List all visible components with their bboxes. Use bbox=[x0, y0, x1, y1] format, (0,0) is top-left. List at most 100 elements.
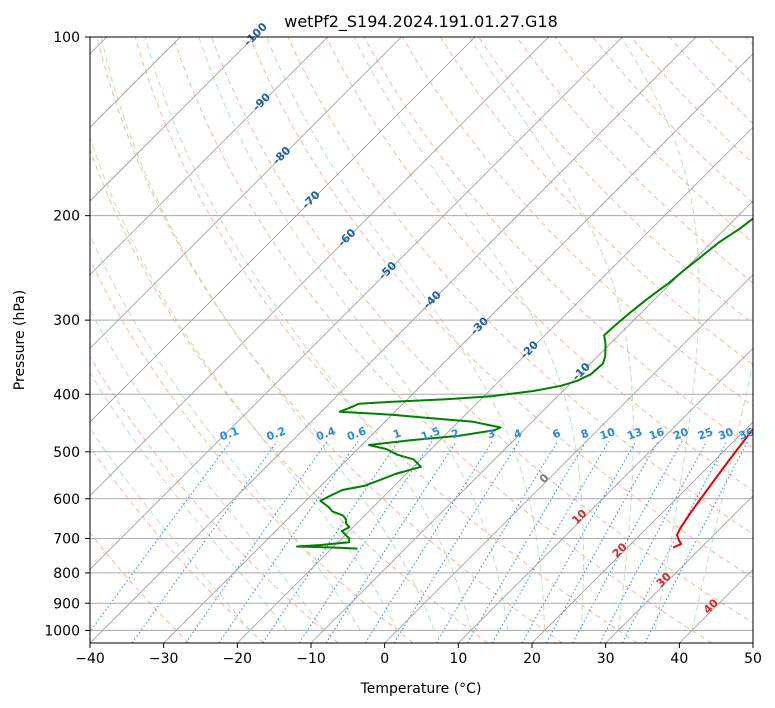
isotherm-line bbox=[90, 37, 623, 570]
mixing-ratio-line bbox=[599, 441, 708, 643]
dry-adiabat-line bbox=[90, 445, 264, 643]
mixing-ratio-label: 13 bbox=[625, 425, 644, 442]
mixing-ratio-line bbox=[325, 441, 457, 643]
y-tick-label: 800 bbox=[53, 566, 80, 582]
dry-adiabat-line bbox=[439, 37, 753, 366]
x-tick-label: 10 bbox=[449, 651, 467, 667]
mixing-ratio-label: 25 bbox=[696, 425, 715, 442]
isotherm-label: -70 bbox=[299, 188, 322, 211]
x-tick-label: 40 bbox=[670, 651, 688, 667]
isotherm-line bbox=[458, 347, 753, 643]
mixing-ratio-line bbox=[491, 441, 610, 643]
dry-adiabat-line bbox=[249, 37, 753, 579]
mixing-ratio-label: 8 bbox=[579, 427, 591, 442]
moist-adiabat-line bbox=[90, 371, 288, 631]
isotherm-label: -30 bbox=[468, 314, 491, 337]
x-axis-label: Temperature (°C) bbox=[360, 681, 482, 697]
grid-lines bbox=[90, 37, 753, 643]
moist-adiabat-line bbox=[468, 37, 634, 631]
moist-adiabat-line bbox=[90, 427, 251, 631]
mixing-ratio-label: 4 bbox=[512, 426, 524, 441]
x-tick-label: −40 bbox=[75, 651, 105, 667]
y-tick-label: 700 bbox=[53, 532, 80, 548]
mixing-ratio-line bbox=[644, 441, 749, 643]
mixing-ratio-label: 0.6 bbox=[345, 424, 368, 443]
isotherm-line bbox=[605, 495, 753, 643]
mixing-ratio-label: 2 bbox=[449, 427, 461, 442]
isotherm-label: -100 bbox=[241, 20, 270, 49]
plot-frame bbox=[89, 36, 754, 644]
mixing-ratio-label: 10 bbox=[598, 425, 617, 443]
dry-adiabat-line bbox=[669, 37, 753, 125]
mixing-ratio-label: 6 bbox=[551, 426, 563, 441]
mixing-ratio-label: 0.2 bbox=[265, 425, 288, 444]
dry-adiabat-line bbox=[554, 37, 753, 244]
mixing-ratio-line bbox=[545, 441, 659, 643]
y-tick-label: 900 bbox=[53, 596, 80, 612]
mixing-ratio-label: 1 bbox=[391, 427, 403, 442]
isotherm-label: 10 bbox=[569, 507, 589, 527]
isotherm-line bbox=[90, 37, 255, 202]
mixing-ratio-line bbox=[90, 440, 231, 633]
mixing-ratio-line bbox=[218, 441, 359, 643]
moist-adiabat-line bbox=[691, 360, 753, 631]
x-axis: −40 −30 −20 −10 0 10 20 30 40 50 bbox=[75, 643, 762, 667]
isotherm-label: -50 bbox=[376, 259, 399, 282]
mixing-ratio-label: 0.1 bbox=[218, 425, 241, 444]
mixing-ratio-label: 1.5 bbox=[419, 425, 442, 444]
isotherm-label: -20 bbox=[518, 338, 541, 361]
mixing-ratio-label: 36 bbox=[737, 425, 756, 443]
chart-title: wetPf2_S194.2024.191.01.27.G18 bbox=[284, 12, 558, 32]
isotherm-label: -80 bbox=[270, 144, 293, 167]
isotherm-label: 40 bbox=[701, 596, 721, 616]
mixing-ratio-label: 16 bbox=[647, 425, 666, 443]
isotherm-line bbox=[310, 200, 753, 643]
x-tick-label: −20 bbox=[223, 651, 253, 667]
dry-adiabat-line bbox=[90, 148, 488, 643]
dry-adiabat-line bbox=[516, 37, 753, 284]
isotherm-line bbox=[237, 126, 753, 643]
chart-title-text: wetPf2_S194.2024.191.01.27.G18 bbox=[284, 12, 558, 32]
y-tick-label: 1000 bbox=[44, 623, 80, 639]
x-tick-label: 30 bbox=[597, 651, 615, 667]
moist-adiabat-line bbox=[198, 37, 509, 631]
y-axis-label: Pressure (hPa) bbox=[12, 290, 28, 390]
x-tick-label: 0 bbox=[380, 651, 389, 667]
isotherm-line bbox=[90, 37, 328, 276]
isotherm-line bbox=[90, 37, 476, 423]
isotherm-label: -60 bbox=[335, 226, 358, 249]
dry-adiabat-line bbox=[211, 37, 753, 624]
moist-adiabat-line bbox=[353, 37, 584, 631]
isotherm-label: -10 bbox=[570, 360, 593, 383]
isotherm-line bbox=[531, 421, 753, 643]
y-tick-label: 300 bbox=[53, 313, 80, 329]
y-axis: 100 200 300 400 500 600 700 800 900 1000 bbox=[44, 30, 90, 639]
mixing-ratio-line bbox=[298, 441, 433, 643]
isotherm-line bbox=[90, 37, 402, 349]
mixing-ratio-label: 3 bbox=[486, 427, 498, 442]
mixing-ratio-label: 20 bbox=[671, 425, 690, 443]
mixing-ratio-line bbox=[572, 441, 683, 643]
y-tick-label: 600 bbox=[53, 492, 80, 508]
dry-adiabat-line bbox=[90, 531, 190, 643]
moist-adiabat-line bbox=[90, 233, 361, 631]
y-tick-label: 100 bbox=[53, 30, 80, 46]
moist-adiabat-line bbox=[90, 136, 398, 631]
mixing-ratio-label: 30 bbox=[716, 425, 735, 443]
mixing-ratio-line bbox=[185, 441, 328, 643]
isotherm-line bbox=[90, 37, 697, 643]
x-tick-label: 50 bbox=[744, 651, 762, 667]
y-tick-label: 400 bbox=[53, 387, 80, 403]
mixing-ratio-line bbox=[393, 441, 520, 643]
mixing-ratio-line bbox=[467, 441, 587, 643]
mixing-ratio-line bbox=[435, 441, 559, 643]
mixing-ratio-line bbox=[521, 441, 637, 643]
sounding-series bbox=[296, 217, 753, 550]
y-tick-label: 500 bbox=[53, 445, 80, 461]
isotherm-line bbox=[163, 53, 753, 643]
isotherm-label: -90 bbox=[250, 90, 273, 113]
isotherm-line bbox=[752, 642, 753, 643]
dry-adiabat-line bbox=[90, 355, 339, 643]
isotherm-line bbox=[90, 37, 549, 497]
